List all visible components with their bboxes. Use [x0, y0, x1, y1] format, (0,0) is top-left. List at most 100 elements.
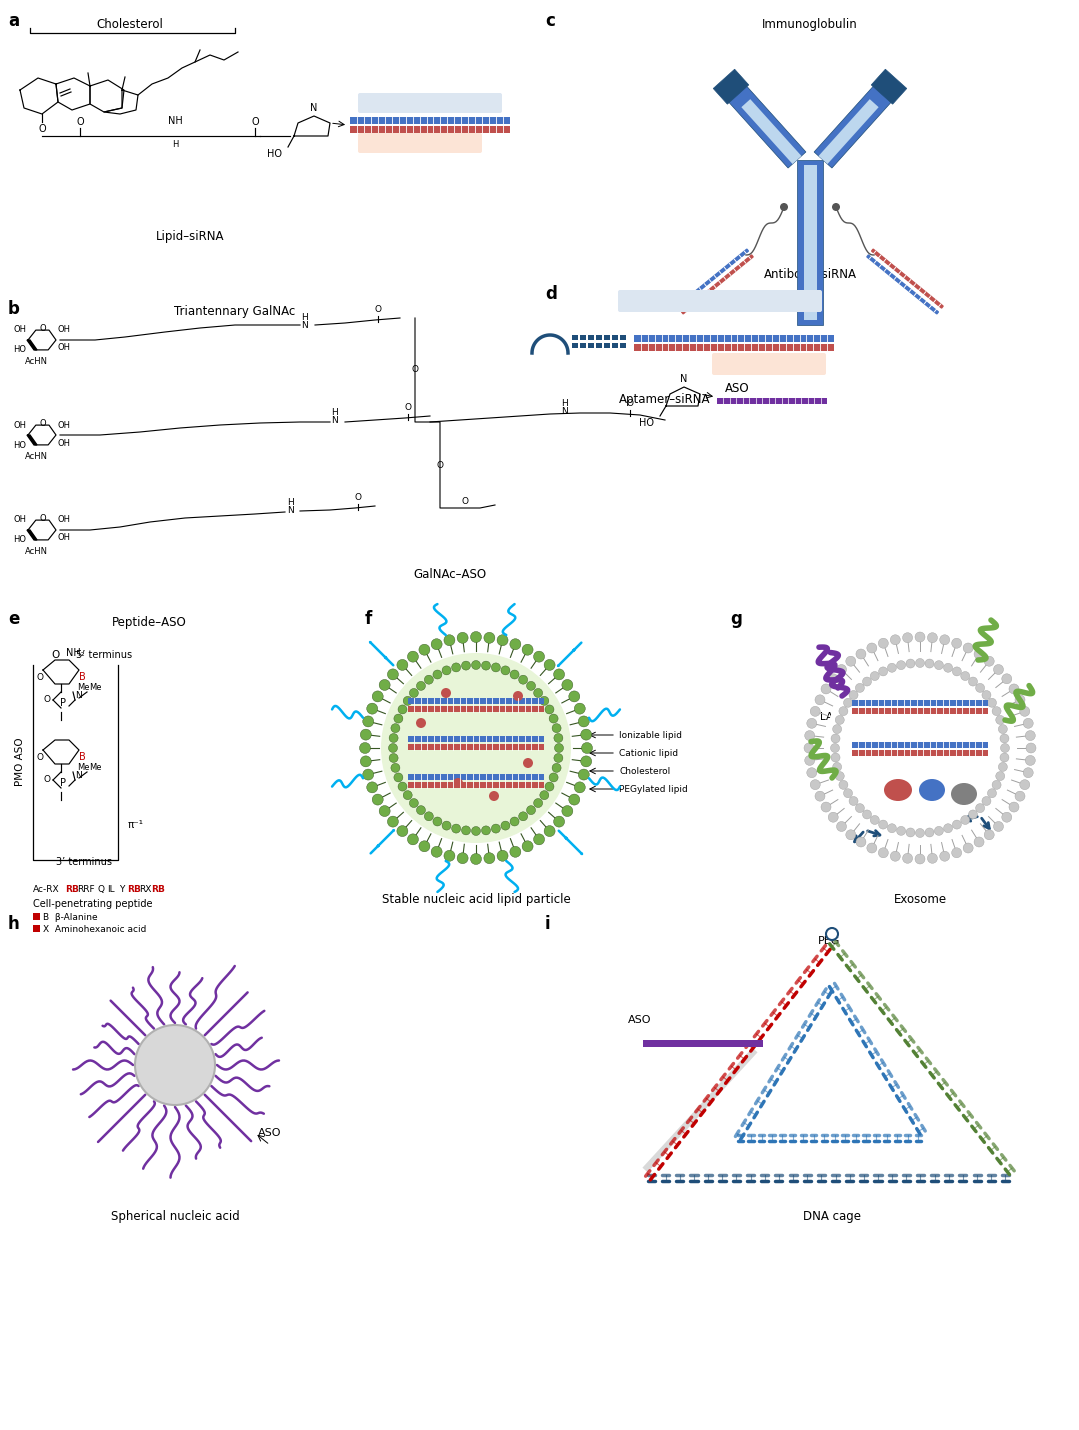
Circle shape	[390, 734, 398, 742]
Circle shape	[582, 742, 592, 754]
Circle shape	[424, 675, 434, 684]
Circle shape	[833, 762, 842, 771]
Circle shape	[815, 695, 825, 705]
Bar	[33, 912, 40, 919]
Circle shape	[497, 851, 508, 861]
Circle shape	[856, 837, 866, 847]
Circle shape	[915, 658, 925, 668]
Text: N: N	[562, 408, 569, 416]
Polygon shape	[819, 99, 878, 164]
Circle shape	[838, 781, 848, 789]
Bar	[572, 335, 578, 340]
Circle shape	[522, 644, 533, 655]
Text: R: R	[127, 885, 134, 894]
Circle shape	[387, 669, 398, 679]
Text: AcHN: AcHN	[25, 548, 47, 556]
Circle shape	[416, 681, 425, 691]
Circle shape	[915, 854, 925, 864]
Bar	[604, 335, 610, 340]
Text: HO: HO	[13, 535, 26, 545]
Circle shape	[987, 789, 997, 798]
Circle shape	[835, 772, 844, 781]
Text: 3’ terminus: 3’ terminus	[56, 857, 112, 867]
Text: Lipid–siRNA: Lipid–siRNA	[155, 230, 224, 243]
Circle shape	[549, 714, 558, 724]
Circle shape	[462, 661, 470, 671]
Circle shape	[453, 778, 463, 788]
Circle shape	[397, 659, 408, 671]
Text: Q: Q	[97, 885, 104, 894]
Bar	[408, 774, 544, 779]
Circle shape	[810, 779, 820, 789]
Polygon shape	[866, 255, 939, 313]
Circle shape	[871, 672, 879, 681]
Text: B: B	[133, 885, 140, 894]
Circle shape	[974, 649, 984, 659]
Circle shape	[902, 632, 913, 642]
Circle shape	[391, 764, 400, 772]
Circle shape	[398, 782, 407, 791]
Circle shape	[497, 635, 508, 646]
Text: N: N	[302, 322, 309, 330]
Circle shape	[442, 821, 451, 829]
Circle shape	[457, 852, 468, 864]
Circle shape	[409, 688, 419, 698]
Polygon shape	[27, 435, 37, 445]
Text: AcHN: AcHN	[25, 452, 47, 460]
Circle shape	[1023, 768, 1034, 778]
Circle shape	[1000, 734, 1009, 744]
Circle shape	[381, 654, 571, 844]
Circle shape	[533, 651, 545, 662]
Text: O: O	[43, 695, 51, 704]
Circle shape	[409, 798, 419, 808]
Text: ASO: ASO	[258, 1128, 282, 1138]
Text: PEG: PEG	[818, 937, 841, 947]
Circle shape	[846, 829, 856, 839]
Circle shape	[878, 666, 888, 676]
Circle shape	[581, 729, 591, 741]
Text: HO: HO	[639, 418, 654, 428]
Circle shape	[419, 644, 429, 655]
Circle shape	[831, 744, 839, 752]
Circle shape	[519, 812, 528, 821]
Circle shape	[866, 844, 877, 854]
Circle shape	[404, 791, 412, 799]
Bar	[408, 698, 544, 704]
Text: N: N	[681, 375, 687, 385]
Bar	[643, 1040, 763, 1047]
Text: Guide strand: Guide strand	[386, 139, 454, 147]
Text: B: B	[79, 752, 85, 762]
Text: H: H	[562, 399, 569, 408]
Circle shape	[871, 815, 879, 825]
Circle shape	[906, 659, 915, 668]
Circle shape	[943, 824, 953, 832]
Bar	[350, 126, 510, 133]
Circle shape	[960, 672, 970, 681]
Text: OH: OH	[58, 420, 71, 429]
Circle shape	[815, 791, 825, 801]
Circle shape	[432, 639, 442, 649]
Text: IL: IL	[107, 885, 114, 894]
Text: Me: Me	[88, 764, 101, 772]
Circle shape	[878, 638, 888, 648]
Circle shape	[483, 852, 495, 864]
Circle shape	[831, 734, 841, 744]
Text: PMO ASO: PMO ASO	[15, 738, 25, 786]
Circle shape	[562, 679, 573, 691]
Text: H: H	[331, 408, 339, 418]
Circle shape	[866, 644, 877, 654]
Polygon shape	[871, 69, 906, 104]
Circle shape	[1015, 695, 1025, 705]
Circle shape	[1026, 744, 1036, 754]
Circle shape	[838, 706, 848, 715]
Bar	[634, 335, 834, 342]
Bar	[852, 742, 988, 748]
Circle shape	[523, 758, 533, 768]
Text: Stable nucleic acid lipid particle: Stable nucleic acid lipid particle	[382, 892, 571, 907]
Circle shape	[902, 854, 913, 864]
Circle shape	[804, 744, 814, 754]
Text: O: O	[52, 651, 60, 661]
Text: Antibody–siRNA: Antibody–siRNA	[764, 267, 857, 282]
Text: DNA cage: DNA cage	[803, 1210, 861, 1223]
Circle shape	[481, 827, 491, 835]
